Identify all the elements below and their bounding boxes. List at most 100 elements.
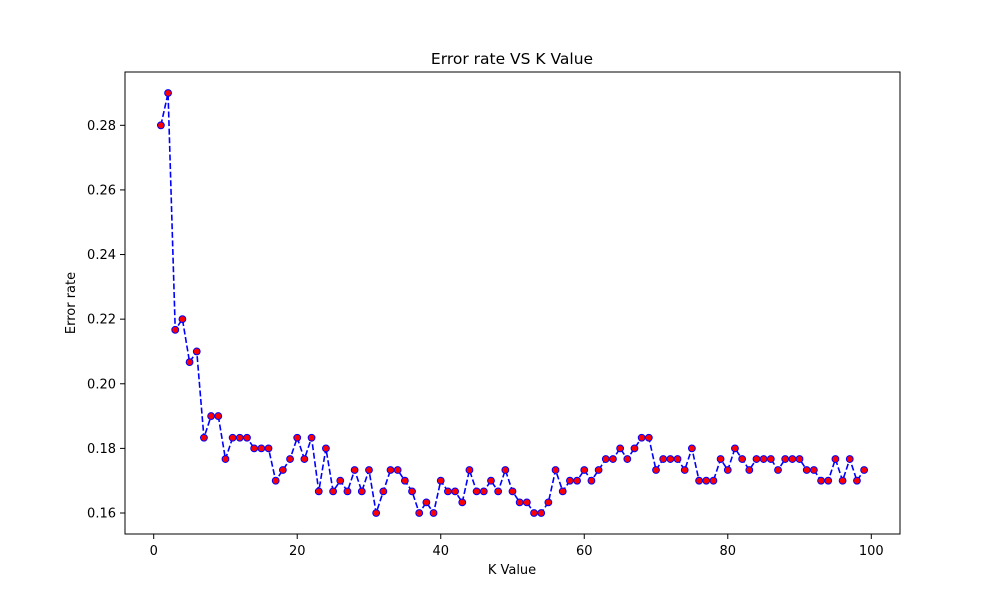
data-point: [766, 455, 775, 463]
data-point: [393, 466, 402, 474]
data-point: [573, 476, 581, 485]
plot-frame: [124, 71, 901, 535]
data-point: [580, 466, 589, 474]
data-point: [436, 476, 445, 485]
y-tick-label: 0.26: [87, 183, 116, 198]
data-point: [365, 466, 373, 474]
data-point: [774, 466, 782, 474]
y-axis: 0.16 0.18 0.20 0.22 0.24 0.26 0.28: [87, 119, 125, 522]
data-point: [221, 455, 230, 463]
data-point: [652, 466, 660, 474]
y-tick-label: 0.20: [87, 377, 116, 392]
data-point: [243, 433, 251, 442]
data-point: [666, 455, 675, 463]
data-point: [185, 358, 194, 367]
data-point: [609, 455, 617, 463]
data-point: [429, 509, 438, 517]
data-point: [278, 466, 287, 474]
data-point: [515, 498, 524, 507]
data-point: [537, 509, 546, 517]
data-point: [350, 466, 359, 474]
y-tick-label: 0.24: [87, 248, 116, 263]
data-point: [587, 476, 596, 485]
x-axis-label: K Value: [488, 563, 536, 578]
data-point: [307, 433, 316, 442]
data-point: [458, 498, 467, 507]
data-point: [178, 315, 187, 324]
data-point: [322, 444, 330, 453]
data-point: [659, 455, 668, 463]
x-tick-label: 40: [432, 544, 449, 559]
data-point: [472, 487, 481, 496]
data-point: [192, 347, 201, 356]
data-point: [809, 466, 818, 474]
data-point: [479, 487, 488, 496]
data-point: [386, 466, 395, 474]
x-tick-label: 20: [289, 544, 306, 559]
data-point: [300, 455, 309, 463]
data-point: [673, 455, 682, 463]
data-point: [601, 455, 610, 463]
data-point: [494, 487, 503, 496]
y-axis-label: Error rate: [64, 272, 79, 334]
data-point: [487, 476, 495, 485]
data-point: [716, 455, 725, 463]
data-point: [723, 466, 732, 474]
data-point: [687, 444, 696, 453]
data-point: [164, 89, 172, 97]
data-point: [752, 455, 761, 463]
data-point: [644, 433, 653, 442]
data-point: [637, 433, 646, 442]
data-point: [630, 444, 639, 453]
data-point: [623, 455, 632, 463]
data-point: [544, 498, 553, 507]
data-point: [566, 476, 574, 485]
x-tick-label: 0: [150, 544, 158, 559]
data-point: [286, 455, 294, 463]
data-point: [379, 487, 388, 496]
data-point: [228, 433, 237, 442]
data-point: [508, 487, 517, 496]
data-point: [408, 487, 416, 496]
data-point: [257, 444, 266, 453]
data-point: [738, 455, 747, 463]
data-point: [250, 444, 259, 453]
data-point: [781, 455, 790, 463]
y-tick-label: 0.16: [87, 507, 116, 522]
data-point: [709, 476, 718, 485]
data-point: [329, 487, 338, 496]
data-point: [264, 444, 273, 453]
data-point: [845, 455, 854, 463]
data-point: [860, 466, 869, 474]
data-point: [616, 444, 625, 453]
data-point: [788, 455, 797, 463]
data-point: [343, 487, 352, 496]
data-point: [314, 487, 323, 496]
data-point: [838, 476, 847, 485]
data-point: [558, 487, 567, 496]
data-point: [831, 455, 840, 463]
plot-area: [124, 71, 901, 535]
data-point: [695, 476, 703, 485]
data-point: [817, 476, 825, 485]
data-point: [357, 487, 366, 496]
data-point: [207, 412, 216, 420]
data-point: [501, 466, 510, 474]
data-point: [680, 466, 689, 474]
x-tick-label: 60: [576, 544, 593, 559]
data-point: [731, 444, 739, 453]
data-point: [400, 476, 409, 485]
data-point: [235, 433, 244, 442]
data-point: [824, 476, 833, 485]
data-point: [522, 498, 531, 507]
data-point: [422, 498, 431, 507]
y-tick-label: 0.22: [87, 313, 116, 328]
data-point: [795, 455, 804, 463]
data-point: [271, 476, 280, 485]
data-point: [214, 412, 223, 420]
x-axis: 0 20 40 60 80 100: [150, 534, 884, 559]
data-point: [759, 455, 768, 463]
data-point: [372, 509, 381, 517]
data-point: [802, 466, 811, 474]
